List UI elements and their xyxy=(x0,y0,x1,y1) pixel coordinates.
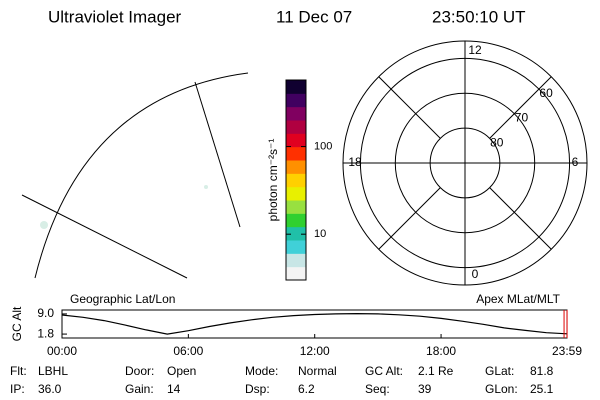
x-tick-label: 00:00 xyxy=(47,344,77,358)
speckle xyxy=(40,221,48,229)
title: Ultraviolet Imager xyxy=(48,7,182,26)
geo-map xyxy=(21,72,249,279)
field-value: 25.1 xyxy=(530,382,554,396)
field-label: Door: xyxy=(125,364,154,378)
color-band xyxy=(286,240,306,254)
x-tick-label: 18:00 xyxy=(426,344,456,358)
field-label: GLon: xyxy=(485,382,518,396)
field-value: 36.0 xyxy=(38,382,62,396)
tick-label: 10 xyxy=(314,228,326,240)
speckle xyxy=(204,185,208,189)
mlt-label: 6 xyxy=(572,155,579,169)
date: 11 Dec 07 xyxy=(276,7,352,26)
field-value: 2.1 Re xyxy=(418,364,454,378)
map-line xyxy=(21,194,188,279)
field-label: GC Alt: xyxy=(365,364,403,378)
color-band xyxy=(286,266,306,281)
color-band xyxy=(286,106,306,121)
color-band xyxy=(286,146,306,161)
map-line xyxy=(194,81,241,228)
mlt-label: 18 xyxy=(348,155,362,169)
field-label: Mode: xyxy=(245,364,278,378)
color-band xyxy=(286,80,306,94)
spoke xyxy=(378,187,441,250)
x-tick-label: 12:00 xyxy=(300,344,330,358)
color-band xyxy=(286,253,306,268)
color-band xyxy=(286,133,306,148)
y-tick-label: 1.8 xyxy=(37,326,54,340)
colorbar-frame xyxy=(285,79,307,281)
spoke xyxy=(489,187,552,250)
field-label: IP: xyxy=(10,382,25,396)
field-value: 14 xyxy=(167,382,181,396)
x-tick-label: 06:00 xyxy=(173,344,203,358)
color-band xyxy=(286,93,306,108)
mlt-label: 0 xyxy=(472,267,479,281)
field-label: GLat: xyxy=(485,364,514,378)
field-label: Flt: xyxy=(10,364,27,378)
map-title: Geographic Lat/Lon xyxy=(70,292,175,306)
spoke xyxy=(378,76,441,139)
lat-label: 80 xyxy=(490,135,504,149)
mlt-label: 12 xyxy=(468,43,482,57)
color-band xyxy=(286,160,306,174)
x-tick-label: 23:59 xyxy=(552,344,582,358)
time: 23:50:10 UT xyxy=(432,7,526,26)
altitude-line xyxy=(61,312,568,335)
color-band xyxy=(286,200,306,214)
field-value: LBHL xyxy=(38,364,68,378)
lat-label: 60 xyxy=(539,86,553,100)
field-label: Gain: xyxy=(125,382,154,396)
y-tick-label: 9.0 xyxy=(37,306,54,320)
color-band xyxy=(286,173,306,188)
field-value: 81.8 xyxy=(530,364,554,378)
lat-label: 70 xyxy=(515,111,529,125)
tick-label: 100 xyxy=(314,140,332,152)
colorbar-label: photon cm⁻²s⁻¹ xyxy=(266,139,280,222)
field-value: 39 xyxy=(418,382,432,396)
field-value: Normal xyxy=(298,364,337,378)
color-band xyxy=(286,120,306,134)
field-label: Dsp: xyxy=(245,382,270,396)
field-label: Seq: xyxy=(365,382,390,396)
field-value: 6.2 xyxy=(298,382,315,396)
color-band xyxy=(286,213,306,228)
field-value: Open xyxy=(167,364,196,378)
spoke xyxy=(489,76,552,139)
polar-title: Apex MLat/MLT xyxy=(476,292,560,306)
y-axis-label: GC Alt xyxy=(10,306,24,341)
color-band xyxy=(286,186,306,201)
color-band xyxy=(286,226,306,241)
map-arc xyxy=(34,72,249,279)
